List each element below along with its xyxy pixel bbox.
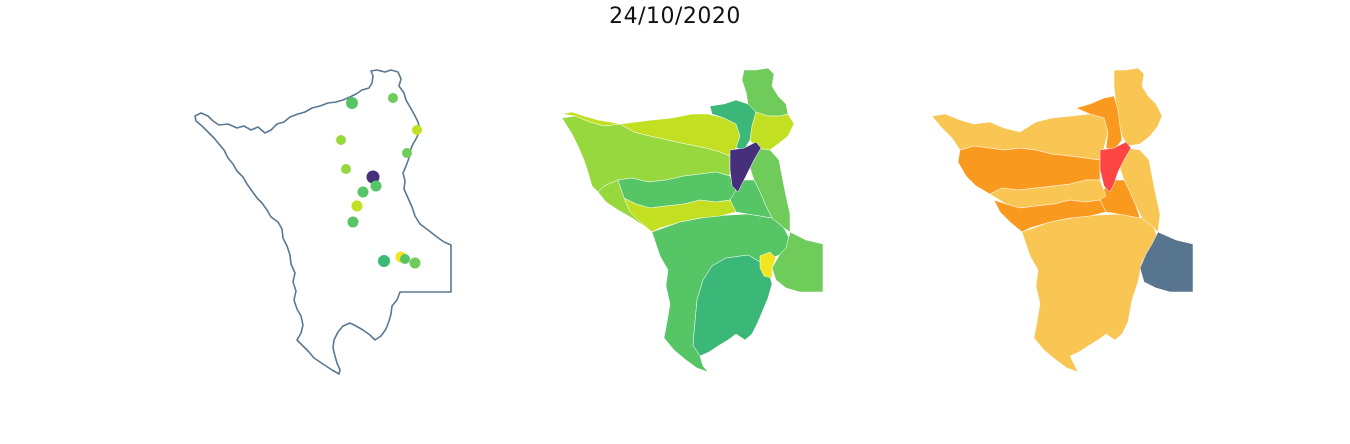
warm-basin-northwest: [931, 113, 1109, 161]
warm-basin-south: [1021, 213, 1159, 373]
warm-basin-south-band: [993, 199, 1107, 233]
station-points: [336, 93, 422, 269]
warm-basin-highlight-red: [1099, 141, 1132, 193]
station-point: [378, 255, 390, 267]
basin-north-teal: [709, 99, 757, 151]
station-point: [347, 216, 359, 228]
map-title: 24/10/2020: [609, 4, 741, 29]
basin-yellow-patch: [759, 251, 777, 279]
warm-basin-north-orange: [1075, 95, 1123, 151]
basin-map-viridis-panel: [561, 67, 824, 373]
station-point: [341, 164, 351, 174]
basin-east-block: [771, 231, 824, 293]
state-outline: [194, 69, 452, 375]
basin-map-warm-panel: [931, 67, 1194, 373]
basin-northeast: [749, 111, 795, 151]
station-point: [336, 135, 346, 145]
station-point: [400, 254, 410, 264]
station-point: [370, 180, 382, 192]
station-point: [366, 170, 380, 184]
station-point: [402, 148, 412, 158]
points-map-panel: [194, 69, 452, 375]
station-point: [409, 257, 421, 269]
station-point: [346, 97, 358, 109]
station-point: [351, 200, 363, 212]
station-point: [388, 93, 398, 103]
station-point: [412, 125, 422, 135]
station-point: [357, 186, 369, 198]
basin-highlight-purple: [729, 141, 762, 193]
basin-west-tail: [597, 179, 653, 233]
basin-northwest-strip: [561, 111, 621, 127]
warm-basin-east-block: [1139, 231, 1194, 293]
